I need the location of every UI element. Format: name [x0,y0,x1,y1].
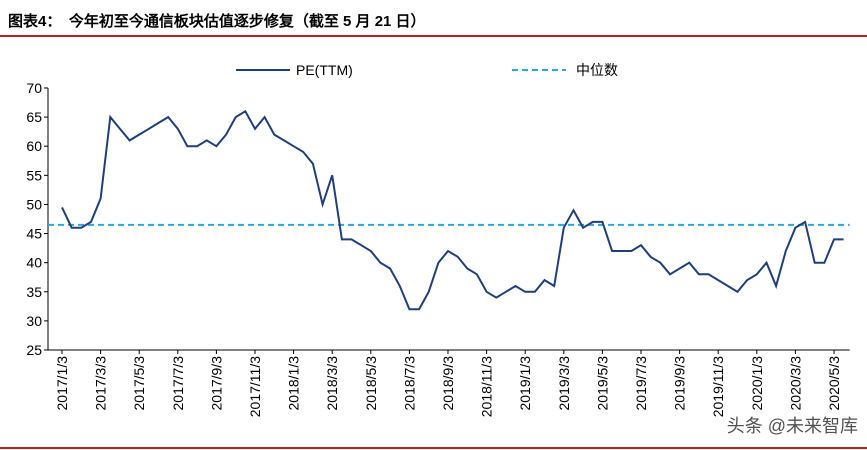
x-tick-label: 2018/7/3 [401,356,417,411]
legend-label: PE(TTM) [296,62,353,78]
chart-title: 图表4： 今年初至今通信板块估值逐步修复（截至 5 月 21 日） [8,12,426,30]
y-tick-label: 40 [26,255,42,271]
y-tick-label: 60 [26,138,42,154]
x-tick-label: 2018/5/3 [363,356,379,411]
x-tick-label: 2019/9/3 [672,356,688,411]
x-tick-label: 2019/11/3 [710,356,726,417]
x-tick-label: 2018/3/3 [324,356,340,411]
y-tick-label: 50 [26,196,42,212]
x-tick-label: 2018/1/3 [286,356,302,411]
y-tick-label: 35 [26,284,42,300]
x-tick-label: 2019/3/3 [556,356,572,411]
x-tick-label: 2018/9/3 [440,356,456,411]
y-tick-label: 45 [26,226,42,242]
series-line [61,109,844,311]
x-tick-label: 2019/5/3 [594,356,610,411]
y-tick-label: 25 [26,342,42,358]
x-tick-label: 2019/7/3 [633,356,649,411]
x-tick-label: 2017/11/3 [247,356,263,417]
watermark: 头条 @未来智库 [727,416,858,436]
x-tick-label: 2020/1/3 [749,356,765,411]
x-tick-label: 2017/9/3 [208,356,224,411]
x-tick-label: 2017/7/3 [170,356,186,411]
y-tick-label: 55 [26,167,42,183]
x-tick-label: 2020/3/3 [787,356,803,411]
x-tick-label: 2020/5/3 [826,356,842,411]
legend-label: 中位数 [576,62,618,78]
x-tick-label: 2017/3/3 [93,356,109,411]
x-tick-label: 2017/1/3 [54,356,70,411]
y-tick-label: 70 [26,80,42,96]
y-tick-label: 65 [26,109,42,125]
x-tick-label: 2018/11/3 [479,356,495,417]
x-tick-label: 2019/1/3 [517,356,533,411]
x-tick-label: 2017/5/3 [131,356,147,411]
y-tick-label: 30 [26,313,42,329]
